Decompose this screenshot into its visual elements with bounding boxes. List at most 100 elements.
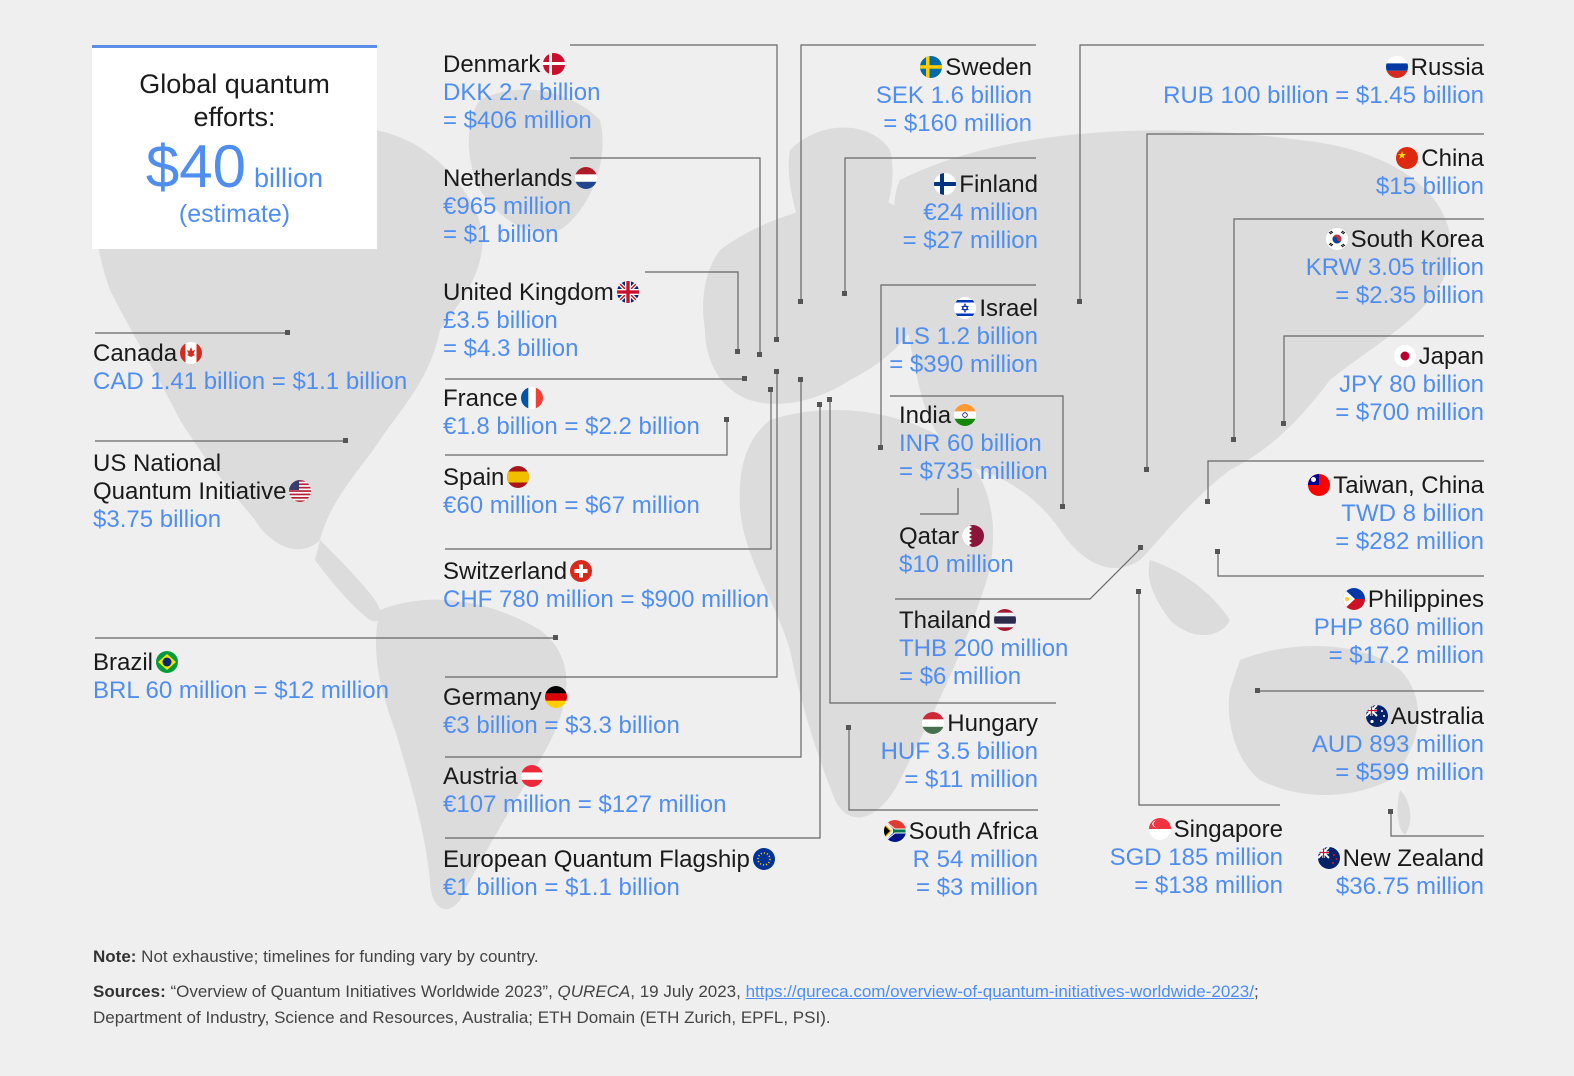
country-name: Sweden <box>945 54 1032 81</box>
country-name: Canada <box>93 340 178 367</box>
label-uk: United Kingdom £3.5 billion = $4.3 billion <box>443 279 642 363</box>
funding-value: $3.75 billion <box>93 506 222 533</box>
label-qatar: Qatar $10 million <box>899 523 1014 579</box>
country-name-row: India <box>899 402 1048 430</box>
label-us: US National Quantum Initiative $3.75 billi… <box>93 450 314 534</box>
country-name: Australia <box>1390 703 1484 730</box>
country-name-row-2: Quantum Initiative <box>93 478 314 506</box>
summary-unit: billion <box>254 163 324 193</box>
country-name: Singapore <box>1173 816 1283 843</box>
funding-value: €3 billion = $3.3 billion <box>443 712 680 739</box>
label-japan: Japan JPY 80 billion = $700 million <box>1335 343 1484 427</box>
country-name-row: Finland <box>903 171 1038 199</box>
uk-flag-icon <box>616 281 639 303</box>
country-name: South Korea <box>1350 226 1484 253</box>
country-name-row: Brazil <box>93 649 389 677</box>
sources-text2: , 19 July 2023, <box>630 982 746 1001</box>
country-name-row: Thailand <box>899 607 1068 635</box>
funding-value: INR 60 billion <box>899 430 1042 457</box>
label-netherlands: Netherlands €965 million = $1 billion <box>443 165 600 249</box>
country-name: Netherlands <box>443 165 573 192</box>
southeast-asia-landmass <box>1148 560 1230 635</box>
france-flag-icon <box>520 387 543 409</box>
funding-value: = $27 million <box>902 227 1038 254</box>
new-zealand-flag-icon <box>1317 847 1340 869</box>
country-name: New Zealand <box>1342 845 1484 872</box>
funding-value: BRL 60 million = $12 million <box>93 677 389 704</box>
funding-value: DKK 2.7 billion <box>443 79 601 106</box>
funding-value: = $599 million <box>1335 759 1484 786</box>
country-name: European Quantum Flagship <box>443 846 750 873</box>
summary-title: Global quantum efforts: <box>92 68 377 134</box>
country-name-line2: Quantum Initiative <box>93 478 287 505</box>
label-germany: Germany €3 billion = $3.3 billion <box>443 684 680 740</box>
country-name: Russia <box>1410 54 1484 81</box>
china-flag-icon <box>1396 147 1419 169</box>
funding-value: = $390 million <box>889 351 1038 378</box>
country-name-row: Netherlands <box>443 165 600 193</box>
country-name: South Africa <box>908 818 1038 845</box>
funding-value: = $3 million <box>915 874 1038 901</box>
country-name: Philippines <box>1367 586 1484 613</box>
label-singapore: Singapore SGD 185 million = $138 million <box>1110 816 1283 900</box>
sweden-flag-icon <box>920 56 943 78</box>
country-name-row: South Korea <box>1306 226 1484 254</box>
summary-amount-row: $40 billion <box>92 136 377 198</box>
funding-value: £3.5 billion <box>443 307 558 334</box>
funding-value: = $700 million <box>1335 399 1484 426</box>
funding-value: THB 200 million <box>899 635 1069 662</box>
country-name-row: Sweden <box>876 54 1032 82</box>
india-flag-icon <box>954 404 977 426</box>
country-name-row: European Quantum Flagship <box>443 846 778 874</box>
central-america-landmass <box>315 540 381 622</box>
label-philippines: Philippines PHP 860 million = $17.2 millio… <box>1314 586 1484 670</box>
country-name-row: Hungary <box>881 710 1038 738</box>
sources-publisher: QURECA <box>557 982 631 1001</box>
funding-value: SEK 1.6 billion <box>875 82 1032 109</box>
country-name: Finland <box>959 171 1038 198</box>
country-name: Israel <box>979 295 1038 322</box>
sources-line2: Department of Industry, Science and Reso… <box>93 1008 831 1027</box>
country-name-row: Japan <box>1335 343 1484 371</box>
funding-value: €60 million = $67 million <box>443 492 700 519</box>
new-zealand-landmass <box>1397 790 1411 835</box>
country-name: Hungary <box>947 710 1038 737</box>
country-name: Spain <box>443 464 505 491</box>
label-switzerland: Switzerland CHF 780 million = $900 millio… <box>443 558 769 614</box>
country-name-row: Denmark <box>443 51 600 79</box>
country-name-row: Spain <box>443 464 700 492</box>
funding-value: = $1 billion <box>443 221 559 248</box>
label-south-africa: South Africa R 54 million = $3 million <box>881 818 1038 902</box>
label-denmark: Denmark DKK 2.7 billion = $406 million <box>443 51 600 135</box>
footer-sources: Sources: “Overview of Quantum Initiative… <box>93 979 1259 1005</box>
funding-value: = $11 million <box>904 766 1038 793</box>
country-name-row: Qatar <box>899 523 1014 551</box>
label-russia: Russia RUB 100 billion = $1.45 billion <box>1163 54 1484 110</box>
country-name-row: Singapore <box>1110 816 1283 844</box>
sources-label: Sources: <box>93 982 166 1001</box>
summary-title-line2: efforts: <box>193 102 276 132</box>
funding-value: €107 million = $127 million <box>443 791 727 818</box>
country-name: US National <box>93 450 222 477</box>
sources-link[interactable]: https://qureca.com/overview-of-quantum-i… <box>745 982 1254 1001</box>
country-name: Japan <box>1418 343 1484 370</box>
country-name-row: South Africa <box>881 818 1038 846</box>
spain-flag-icon <box>507 466 530 488</box>
netherlands-flag-icon <box>575 167 598 189</box>
funding-value: R 54 million <box>912 846 1038 873</box>
funding-value: = $282 million <box>1335 528 1484 555</box>
label-china: China $15 billion <box>1376 145 1484 201</box>
brazil-flag-icon <box>156 651 179 673</box>
country-name-row: Australia <box>1312 703 1484 731</box>
funding-value: JPY 80 billion <box>1339 371 1484 398</box>
label-france: France €1.8 billion = $2.2 billion <box>443 385 700 441</box>
country-name: Thailand <box>899 607 992 634</box>
label-austria: Austria €107 million = $127 million <box>443 763 727 819</box>
canada-flag-icon <box>180 342 203 364</box>
country-name: Brazil <box>93 649 154 676</box>
funding-value: RUB 100 billion = $1.45 billion <box>1163 82 1484 109</box>
singapore-flag-icon <box>1148 818 1171 840</box>
country-name-row: New Zealand <box>1315 845 1484 873</box>
label-israel: Israel ILS 1.2 billion = $390 million <box>889 295 1038 379</box>
label-eu: European Quantum Flagship €1 billion = $1… <box>443 846 778 902</box>
